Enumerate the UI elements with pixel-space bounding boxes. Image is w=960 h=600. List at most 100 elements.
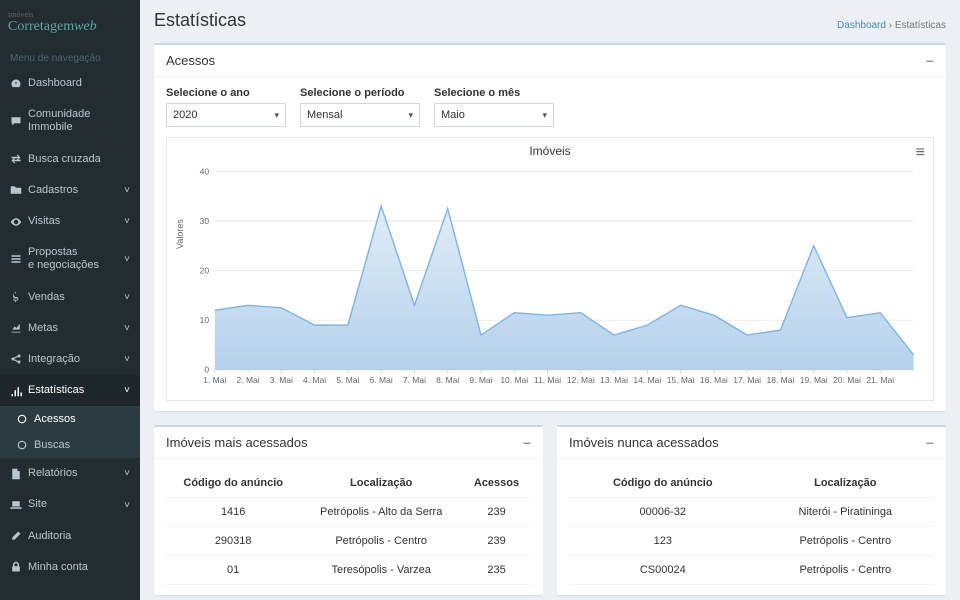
svg-text:0: 0 <box>204 365 209 375</box>
laptop-icon <box>10 499 22 511</box>
sidebar-item-estatsticas[interactable]: Estatísticas˅ <box>0 375 140 406</box>
chevron-down-icon: ˅ <box>124 385 130 396</box>
file-icon <box>10 468 22 480</box>
sidebar-item-integrao[interactable]: Integração˅ <box>0 344 140 375</box>
nav-label: Metas <box>28 322 58 335</box>
table-row[interactable]: 01Teresópolis - Varzea235 <box>166 556 531 585</box>
chart-menu-icon[interactable]: ≡ <box>916 144 925 162</box>
svg-text:21. Mai: 21. Mai <box>866 375 894 385</box>
bars-icon <box>10 385 22 397</box>
col-header: Localização <box>300 469 462 498</box>
nav-list: Dashboard Comunidade ImmobileBusca cruzad… <box>0 68 140 583</box>
table-cell: 01 <box>166 556 300 585</box>
breadcrumb-root[interactable]: Dashboard <box>837 20 886 31</box>
svg-text:1. Mai: 1. Mai <box>203 375 226 385</box>
sidebar-item-dashboard[interactable]: Dashboard <box>0 68 140 99</box>
table-cell: 1416 <box>166 498 300 527</box>
table-cell: 239 <box>462 527 531 556</box>
page-header: Estatísticas Dashboard › Estatísticas <box>140 0 960 37</box>
sidebar-subitem-buscas[interactable]: Buscas <box>0 432 140 458</box>
table-cell: Petrópolis - Alto da Serra <box>300 498 462 527</box>
sidebar-item-relatrios[interactable]: Relatórios ˅ <box>0 458 140 489</box>
sidebar-item-metas[interactable]: Metas ˅ <box>0 313 140 344</box>
nav-label: Relatórios <box>28 467 78 480</box>
collapse-icon[interactable]: − <box>523 436 531 450</box>
table-row[interactable]: 290318Petrópolis - Centro239 <box>166 527 531 556</box>
chevron-down-icon: ˅ <box>124 254 130 265</box>
svg-text:9. Mai: 9. Mai <box>469 375 492 385</box>
table-cell: 00006-32 <box>569 498 757 527</box>
table-row[interactable]: 123Petrópolis - Centro <box>569 527 934 556</box>
nav-label: Dashboard <box>28 77 82 90</box>
dollar-icon <box>10 291 22 303</box>
svg-text:10. Mai: 10. Mai <box>500 375 528 385</box>
month-select[interactable]: Maio▾ <box>434 103 554 127</box>
table-cell: Petrópolis - Centro <box>757 556 934 585</box>
chart-icon <box>10 322 22 334</box>
table-row[interactable]: 00006-32Niterói - Piratininga <box>569 498 934 527</box>
col-header: Localização <box>757 469 934 498</box>
table-row[interactable]: 1416Petrópolis - Alto da Serra239 <box>166 498 531 527</box>
nav-label: Site <box>28 498 47 511</box>
svg-text:20. Mai: 20. Mai <box>833 375 861 385</box>
never-accessed-box: Imóveis nunca acessados − Código do anún… <box>557 425 946 595</box>
breadcrumb-current: Estatísticas <box>895 20 946 31</box>
brand-top: imóveis <box>8 10 132 19</box>
svg-text:19. Mai: 19. Mai <box>800 375 828 385</box>
sidebar-item-minha-conta[interactable]: Minha conta <box>0 552 140 583</box>
chevron-down-icon: ˅ <box>124 323 130 334</box>
collapse-icon[interactable]: − <box>926 54 934 68</box>
most-title: Imóveis mais acessados <box>166 435 308 450</box>
sidebar-item-auditoria[interactable]: Auditoria <box>0 521 140 552</box>
year-select[interactable]: 2020▾ <box>166 103 286 127</box>
period-label: Selecione o período <box>300 87 420 99</box>
nav-label: Cadastros <box>28 184 78 197</box>
sidebar-item-vendas[interactable]: Vendas˅ <box>0 282 140 313</box>
month-label: Selecione o mês <box>434 87 554 99</box>
chevron-down-icon: ˅ <box>124 185 130 196</box>
svg-text:7. Mai: 7. Mai <box>403 375 426 385</box>
never-title: Imóveis nunca acessados <box>569 435 719 450</box>
brand-name: Corretagemweb <box>8 19 97 34</box>
nav-label: Vendas <box>28 291 65 304</box>
svg-text:14. Mai: 14. Mai <box>633 375 661 385</box>
svg-text:17. Mai: 17. Mai <box>733 375 761 385</box>
main: Estatísticas Dashboard › Estatísticas Ac… <box>140 0 960 600</box>
filters: Selecione o ano 2020▾ Selecione o períod… <box>166 87 934 127</box>
most-table: Código do anúncioLocalizaçãoAcessos1416P… <box>166 469 531 585</box>
table-row[interactable]: CS00024Petrópolis - Centro <box>569 556 934 585</box>
svg-text:16. Mai: 16. Mai <box>700 375 728 385</box>
period-select[interactable]: Mensal▾ <box>300 103 420 127</box>
chevron-down-icon: ˅ <box>124 216 130 227</box>
chart-container: Imóveis ≡ Valores 0102030401. Mai2. Mai3… <box>166 137 934 401</box>
sidebar: imóveis Corretagemweb Menu de navegação … <box>0 0 140 600</box>
sidebar-item-site[interactable]: Site˅ <box>0 489 140 520</box>
brand-logo: imóveis Corretagemweb <box>0 0 140 45</box>
chevron-down-icon: ˅ <box>124 468 130 479</box>
sidebar-item-visitas[interactable]: Visitas˅ <box>0 206 140 237</box>
most-accessed-box: Imóveis mais acessados − Código do anúnc… <box>154 425 543 595</box>
sidebar-item-busca-cruzada[interactable]: Busca cruzada <box>0 144 140 175</box>
sidebar-item-comunidade-immobile[interactable]: Comunidade Immobile <box>0 99 140 143</box>
lock-icon <box>10 561 22 573</box>
sidebar-item-propostas-e-negociaes[interactable]: Propostas e negociações˅ <box>0 237 140 281</box>
acessos-box: Acessos − Selecione o ano 2020▾ Selecion… <box>154 43 946 411</box>
eye-icon <box>10 216 22 228</box>
table-cell: Teresópolis - Varzea <box>300 556 462 585</box>
col-header: Acessos <box>462 469 531 498</box>
circle-icon <box>16 439 28 451</box>
content: Acessos − Selecione o ano 2020▾ Selecion… <box>140 37 960 600</box>
sidebar-item-cadastros[interactable]: Cadastros ˅ <box>0 175 140 206</box>
nav-header: Menu de navegação <box>0 45 140 68</box>
comment-icon <box>10 115 22 127</box>
acessos-title: Acessos <box>166 53 215 68</box>
edit-icon <box>10 530 22 542</box>
sidebar-subitem-acessos[interactable]: Acessos <box>0 406 140 432</box>
svg-text:20: 20 <box>200 265 210 275</box>
svg-text:15. Mai: 15. Mai <box>667 375 695 385</box>
year-label: Selecione o ano <box>166 87 286 99</box>
table-cell: CS00024 <box>569 556 757 585</box>
svg-text:2. Mai: 2. Mai <box>237 375 260 385</box>
collapse-icon[interactable]: − <box>926 436 934 450</box>
share-icon <box>10 353 22 365</box>
